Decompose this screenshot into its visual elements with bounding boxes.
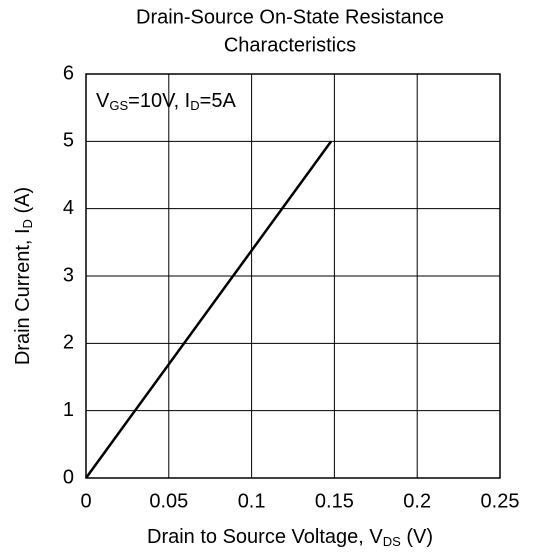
plot-frame — [85, 73, 501, 479]
x-axis-label: Drain to Source Voltage, VDS (V) — [147, 526, 433, 549]
chart-title: Characteristics — [224, 34, 356, 56]
y-tick-label: 5 — [63, 130, 74, 152]
line — [84, 140, 333, 479]
text-part: V — [96, 90, 110, 112]
text-part: =10V, I — [128, 90, 190, 112]
annotation: VGS=10V, ID=5A — [96, 90, 236, 113]
x-tick-label: 0 — [80, 490, 91, 512]
text-part: (V) — [401, 526, 433, 548]
subscript: DS — [383, 534, 401, 549]
y-tick-label: 2 — [63, 332, 74, 354]
x-tick-label: 0.15 — [315, 490, 354, 512]
subscript: D — [20, 219, 35, 228]
subscript: GS — [109, 98, 128, 113]
y-tick-label: 3 — [63, 264, 74, 286]
y-tick-label: 6 — [63, 62, 74, 84]
text-part: (A) — [12, 187, 34, 219]
subscript: D — [190, 98, 199, 113]
x-tick-label: 0.2 — [403, 490, 431, 512]
x-tick-label: 0.1 — [238, 490, 266, 512]
text-part: =5A — [200, 90, 237, 112]
y-tick-label: 1 — [63, 399, 74, 421]
y-tick-label: 0 — [63, 466, 74, 488]
text-part: Drain Current, I — [12, 228, 34, 365]
chart-title: Drain-Source On-State Resistance — [136, 6, 444, 28]
x-tick-label: 0.25 — [481, 490, 520, 512]
text-part: Drain to Source Voltage, V — [147, 526, 383, 548]
y-tick-label: 4 — [63, 197, 74, 219]
y-axis-label: Drain Current, ID (A) — [12, 187, 35, 365]
x-tick-label: 0.05 — [149, 490, 188, 512]
